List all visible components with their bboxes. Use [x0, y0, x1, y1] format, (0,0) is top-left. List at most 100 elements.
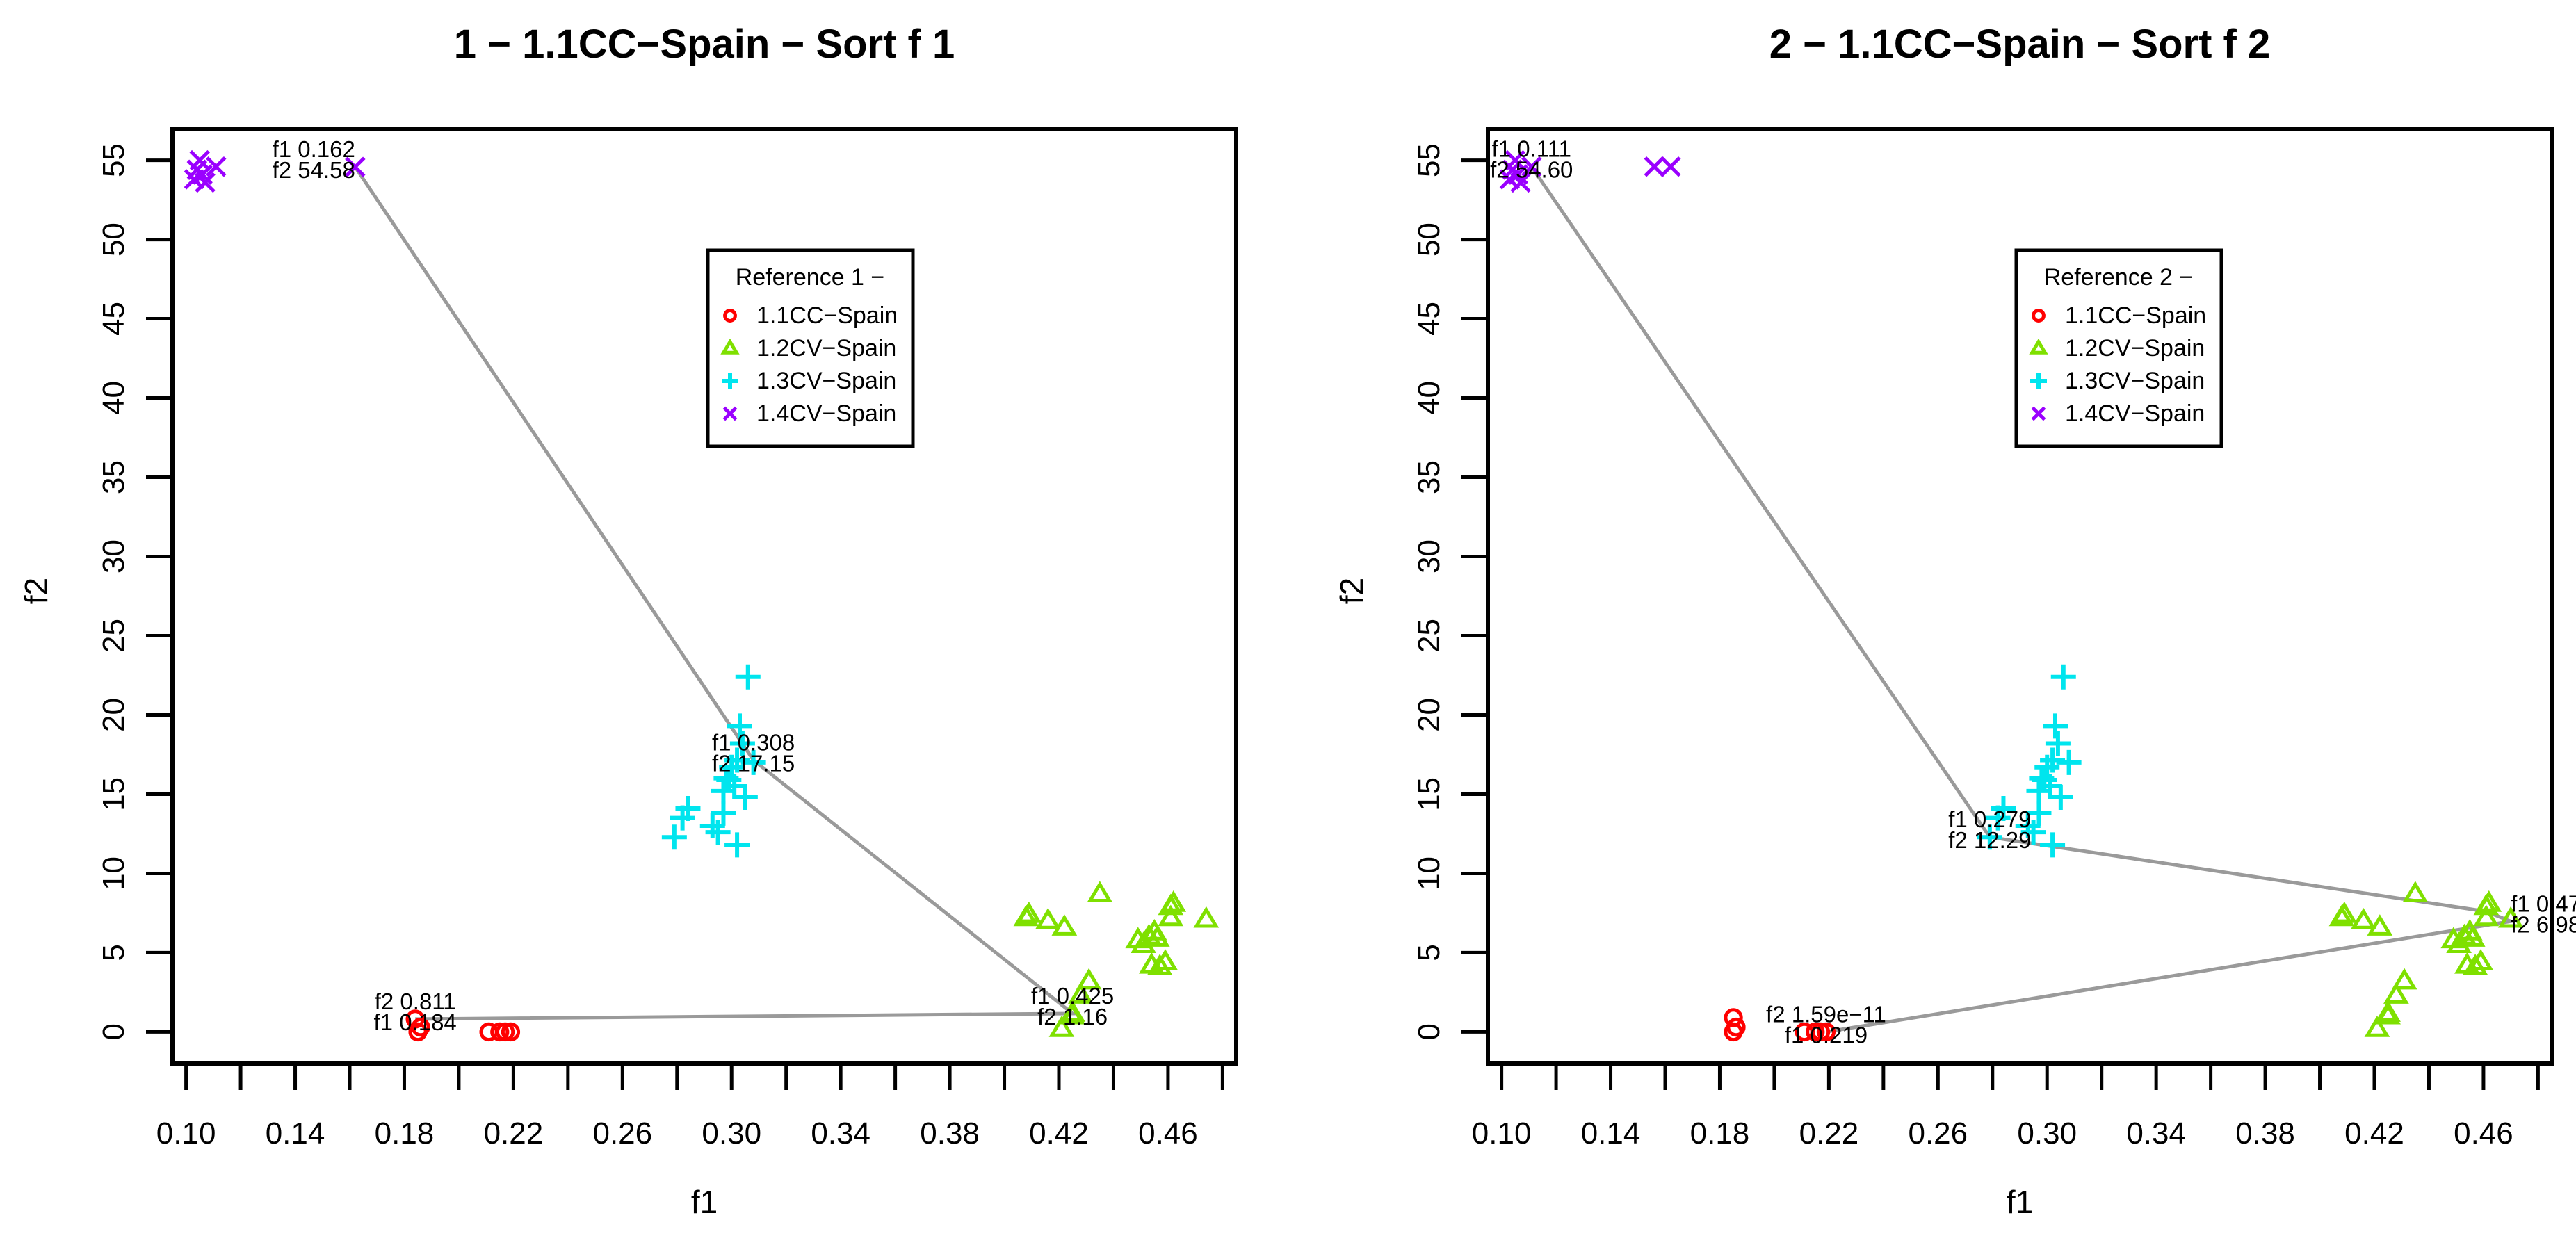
plot-frame — [1486, 127, 2554, 1066]
legend-label: 1.2CV−Spain — [2065, 335, 2205, 361]
chart-panel-1: 1 − 1.1CC−Spain − Sort f 1 f1 f2 f1 0.16… — [18, 22, 1238, 1220]
data-point — [2497, 906, 2524, 928]
data-point — [2468, 949, 2494, 971]
y-tick-label: 20 — [97, 698, 131, 732]
x-tick-label: 0.38 — [2235, 1116, 2295, 1150]
x-axis-label: f1 — [691, 1184, 718, 1220]
data-point — [1644, 156, 1665, 177]
data-point — [2459, 925, 2486, 947]
point-label-line: f1 0.425 — [1031, 983, 1114, 1009]
x-tick-label: 0.46 — [1138, 1116, 1198, 1150]
data-point — [705, 820, 731, 845]
series-1-1CC-Spain — [1724, 1008, 1836, 1042]
data-point — [1816, 1022, 1836, 1042]
point-label-line: f2 1.59e−11 — [1766, 1001, 1886, 1027]
plot-frame — [170, 127, 1238, 1066]
point-label-line: f2 12.29 — [1948, 827, 2031, 853]
series-1-1CC-Spain — [405, 1009, 521, 1042]
data-point — [2020, 820, 2046, 845]
x-tick-label: 0.22 — [1799, 1116, 1859, 1150]
data-point — [1016, 901, 1042, 923]
data-point — [2045, 731, 2071, 756]
chart-panel-2: 2 − 1.1CC−Spain − Sort f 2 f1 f2 f1 0.11… — [1334, 22, 2576, 1220]
data-point — [1510, 172, 1531, 193]
series-1-2CV-Spain — [1013, 881, 1220, 1037]
data-point — [2032, 767, 2057, 792]
data-point — [2391, 968, 2417, 990]
data-point — [2043, 713, 2068, 739]
y-axis-label: f2 — [1334, 578, 1370, 604]
point-label: f1 0.279 f2 12.29 — [1948, 806, 2031, 853]
legend-label: 1.1CC−Spain — [756, 302, 898, 329]
data-point — [1152, 949, 1178, 971]
x-tick-label: 0.34 — [811, 1116, 870, 1150]
point-label-line: f1 0.308 — [712, 729, 795, 755]
data-point — [411, 1017, 430, 1037]
legend-marker — [2030, 373, 2047, 389]
legend-label: 1.3CV−Spain — [756, 368, 896, 394]
data-point — [1977, 824, 2002, 850]
y-tick-label: 10 — [1412, 856, 1446, 890]
data-point — [2383, 982, 2409, 1004]
point-label: f1 0.111 f2 54.60 — [1490, 136, 1573, 183]
data-point — [1521, 156, 1542, 177]
y-tick-label: 40 — [97, 381, 131, 415]
data-point — [1660, 156, 1681, 177]
data-point — [345, 156, 366, 177]
legend-marker — [722, 373, 738, 389]
series-1-2CV-Spain — [2328, 881, 2524, 1037]
point-label-line: f1 0.219 — [1785, 1022, 1868, 1048]
data-point — [2473, 904, 2500, 927]
x-tick-label: 0.34 — [2126, 1116, 2186, 1150]
x-tick-label: 0.10 — [1472, 1116, 1532, 1150]
y-tick-label: 40 — [1412, 381, 1446, 415]
data-point — [1051, 914, 1078, 936]
series-1-3CV-Spain — [1977, 664, 2082, 858]
data-point — [711, 800, 736, 826]
point-label-line: f1 0.111 — [1492, 136, 1571, 162]
data-point — [2040, 747, 2066, 773]
x-tick-label: 0.14 — [1581, 1116, 1641, 1150]
legend-marker — [722, 406, 738, 421]
connecting-path — [1530, 165, 2518, 1034]
data-point — [501, 1022, 521, 1042]
y-tick-label: 30 — [1412, 539, 1446, 573]
x-tick-label: 0.42 — [1029, 1116, 1089, 1150]
y-axis-label: f2 — [18, 578, 54, 604]
x-tick-label: 0.46 — [2454, 1116, 2513, 1150]
point-label: f2 1.59e−11 f1 0.219 — [1766, 1001, 1886, 1048]
series-1-4CV-Spain — [1499, 149, 1681, 193]
x-tick-label: 0.18 — [1690, 1116, 1750, 1150]
legend-marker — [2031, 406, 2046, 421]
data-point — [2026, 800, 2052, 826]
data-point — [1087, 881, 1113, 903]
series-1-4CV-Spain — [184, 149, 366, 193]
data-point — [1160, 890, 1187, 912]
point-label: f1 0.162 f2 54.58 — [273, 136, 355, 183]
data-point — [732, 785, 758, 811]
point-label: f1 0.425 f2 1.16 — [1031, 983, 1114, 1030]
x-tick-label: 0.18 — [375, 1116, 435, 1150]
path-line — [1530, 165, 2518, 1034]
data-point — [1076, 968, 1102, 990]
data-point — [2367, 914, 2393, 936]
x-tick-label: 0.14 — [266, 1116, 325, 1150]
legend-label: 1.3CV−Spain — [2065, 368, 2205, 394]
x-tick-label: 0.26 — [592, 1116, 652, 1150]
data-point — [1035, 907, 1061, 929]
data-point — [2375, 1002, 2401, 1025]
x-tick-label: 0.22 — [484, 1116, 544, 1150]
legend-label: 1.1CC−Spain — [2065, 302, 2206, 329]
y-tick-label: 5 — [97, 944, 131, 961]
y-tick-label: 10 — [97, 856, 131, 890]
data-point — [1193, 906, 1220, 928]
point-label: f2 0.811 f1 0.184 — [374, 988, 457, 1035]
data-point — [1048, 1016, 1075, 1037]
y-tick-label: 35 — [1412, 460, 1446, 494]
x-tick-label: 0.42 — [2344, 1116, 2404, 1150]
y-tick-label: 55 — [1412, 143, 1446, 177]
y-tick-label: 15 — [97, 777, 131, 811]
chart-title: 1 − 1.1CC−Spain − Sort f 1 — [454, 22, 955, 67]
